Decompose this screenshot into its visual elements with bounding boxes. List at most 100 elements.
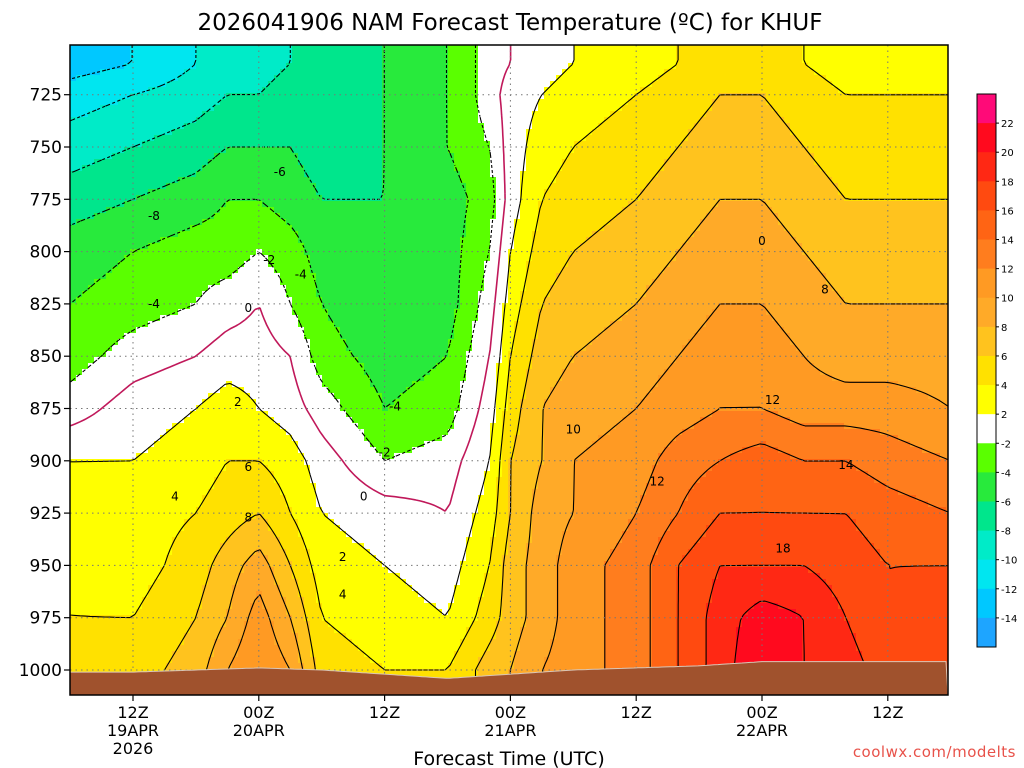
field-cell — [298, 381, 305, 388]
field-cell — [244, 147, 251, 154]
field-cell — [274, 171, 281, 178]
field-cell — [340, 249, 347, 256]
field-cell — [178, 459, 185, 466]
field-cell — [208, 663, 215, 670]
field-cell — [310, 615, 317, 622]
field-cell — [184, 345, 191, 352]
field-cell — [226, 651, 233, 658]
field-cell — [208, 135, 215, 142]
field-cell — [328, 219, 335, 226]
field-cell — [226, 159, 233, 166]
field-cell — [280, 579, 287, 586]
field-cell — [340, 273, 347, 280]
field-cell — [136, 387, 143, 394]
field-cell — [298, 423, 305, 430]
field-cell — [298, 639, 305, 646]
field-cell — [172, 381, 179, 388]
field-cell — [298, 201, 305, 208]
field-cell — [226, 219, 233, 226]
field-cell — [304, 471, 311, 478]
field-cell — [166, 237, 173, 244]
field-cell — [88, 513, 95, 520]
field-cell — [238, 411, 245, 418]
field-cell — [238, 657, 245, 664]
field-cell — [334, 285, 341, 292]
field-cell — [160, 501, 167, 508]
field-cell — [340, 87, 347, 94]
field-cell — [142, 117, 149, 124]
field-cell — [142, 81, 149, 88]
field-cell — [82, 657, 89, 664]
field-cell — [166, 111, 173, 118]
field-cell — [190, 69, 197, 76]
field-cell — [100, 387, 107, 394]
field-cell — [340, 129, 347, 136]
field-cell — [340, 159, 347, 166]
field-cell — [316, 423, 323, 430]
field-cell — [316, 489, 323, 496]
field-cell — [160, 627, 167, 634]
field-cell — [244, 297, 251, 304]
field-cell — [280, 249, 287, 256]
field-cell — [166, 153, 173, 160]
field-cell — [304, 45, 311, 52]
field-cell — [172, 315, 179, 322]
field-cell — [220, 369, 227, 376]
field-cell — [268, 453, 275, 460]
field-cell — [328, 135, 335, 142]
field-cell — [328, 57, 335, 64]
field-cell — [100, 57, 107, 64]
field-cell — [328, 537, 335, 544]
field-cell — [124, 399, 131, 406]
field-cell — [220, 63, 227, 70]
field-cell — [280, 141, 287, 148]
field-cell — [250, 69, 257, 76]
field-cell — [196, 147, 203, 154]
field-cell — [322, 381, 329, 388]
field-cell — [118, 357, 125, 364]
field-cell — [172, 477, 179, 484]
field-cell — [136, 621, 143, 628]
field-cell — [166, 345, 173, 352]
field-cell — [310, 447, 317, 454]
field-cell — [76, 63, 83, 70]
field-cell — [322, 333, 329, 340]
field-cell — [160, 423, 167, 430]
field-cell — [238, 207, 245, 214]
field-cell — [82, 507, 89, 514]
field-cell — [256, 465, 263, 472]
field-cell — [70, 573, 77, 580]
field-cell — [328, 297, 335, 304]
field-cell — [100, 639, 107, 646]
field-cell — [100, 573, 107, 580]
field-cell — [124, 147, 131, 154]
field-cell — [244, 345, 251, 352]
field-cell — [232, 633, 239, 640]
field-cell — [106, 651, 113, 658]
field-cell — [136, 639, 143, 646]
field-cell — [214, 327, 221, 334]
field-cell — [244, 399, 251, 406]
field-cell — [340, 339, 347, 346]
field-cell — [316, 591, 323, 598]
field-cell — [286, 489, 293, 496]
field-cell — [316, 99, 323, 106]
field-cell — [322, 453, 329, 460]
field-cell — [316, 69, 323, 76]
field-cell — [76, 315, 83, 322]
field-cell — [106, 663, 113, 670]
field-cell — [100, 537, 107, 544]
field-cell — [322, 369, 329, 376]
field-cell — [76, 279, 83, 286]
field-cell — [220, 261, 227, 268]
field-cell — [136, 357, 143, 364]
field-cell — [262, 159, 269, 166]
field-cell — [184, 549, 191, 556]
field-cell — [166, 447, 173, 454]
field-cell — [130, 261, 137, 268]
field-cell — [280, 273, 287, 280]
field-cell — [166, 369, 173, 376]
field-cell — [262, 153, 269, 160]
field-cell — [70, 381, 77, 388]
field-cell — [172, 87, 179, 94]
